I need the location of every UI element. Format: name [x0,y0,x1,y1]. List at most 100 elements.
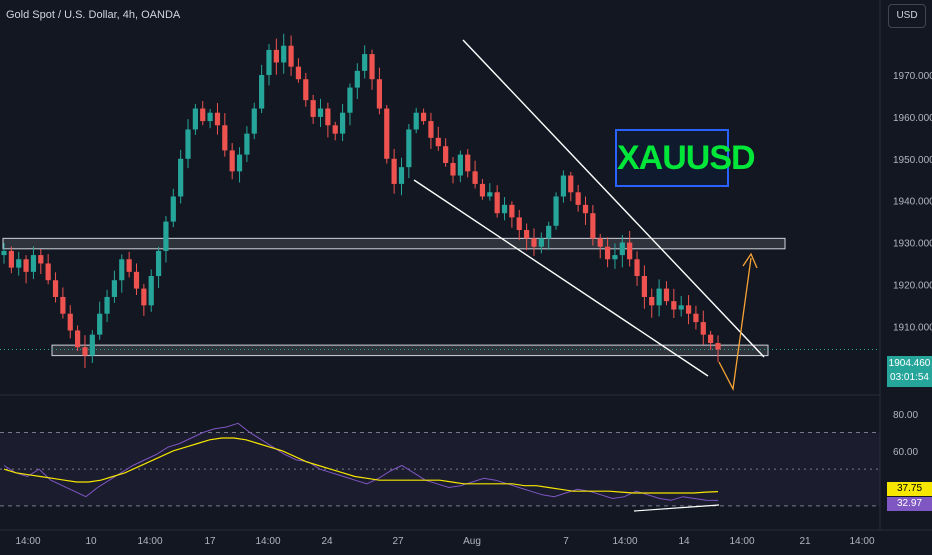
last-price-tag: 1904.460 03:01:54 [887,356,932,387]
candle-body [524,229,530,239]
price-tick-label: 1930.000 [893,239,932,250]
candle-body [52,280,59,297]
candle-body [715,343,721,350]
candle-body [236,154,243,172]
candle-body [266,49,272,76]
candle-body [641,276,647,297]
candle-body [398,167,405,184]
trendline-layer [413,39,765,392]
candle-body [494,192,500,214]
bar-countdown: 03:01:54 [890,372,929,383]
time-tick-label: 14:00 [729,536,754,547]
candle-body [178,158,184,197]
candle-body [325,108,331,126]
candle-body [685,305,692,314]
price-tick-label: 1950.000 [893,155,932,166]
candle-body [259,75,265,109]
chart-title: Gold Spot / U.S. Dollar, 4h, OANDA [6,9,181,21]
candle-body [428,121,434,138]
candle-body [214,112,221,126]
candle-body [229,150,235,172]
candles-layer [1,33,721,368]
channel-lower-line [413,179,709,377]
price-tick-label: 1970.000 [893,71,932,82]
candle-body [553,196,559,226]
candle-body [479,183,486,197]
candle-body [568,175,574,193]
candle-body [649,296,655,306]
candle-body [590,213,596,239]
price-tick-label: 1940.000 [893,197,932,208]
rsi-tick-label: 60.00 [893,447,918,458]
candle-body [347,87,353,113]
projection-arrow [718,257,752,392]
time-tick-label: Aug [463,536,481,547]
candle-body [119,259,125,281]
candle-body [23,259,29,272]
candle-body [420,112,427,122]
candle-body [8,250,14,268]
time-tick-label: 21 [799,536,811,547]
candle-body [354,70,360,88]
symbol-watermark: XAUUSD [615,129,756,187]
candle-body [597,238,603,247]
time-tick-label: 7 [563,536,569,547]
candle-body [148,276,154,306]
candle-body [1,250,7,256]
candle-body [604,246,611,260]
grid-layer [0,0,932,531]
candle-body [443,146,449,163]
candle-body [185,129,191,159]
candle-body [369,54,375,80]
currency-button[interactable]: USD [888,4,926,28]
candle-body [82,347,88,356]
candle-body [126,259,132,272]
candle-body [170,196,176,222]
support-zone [51,344,769,357]
channel-upper-line [462,39,765,358]
candle-body [465,154,471,172]
candle-body [612,255,618,260]
time-tick-label: 14:00 [255,536,280,547]
candle-body [104,296,110,314]
time-tick-label: 14:00 [15,536,40,547]
time-tick-label: 14 [678,536,690,547]
candle-body [531,238,537,247]
candle-body [546,225,552,239]
candle-body [450,162,456,176]
candle-body [384,108,390,159]
candle-body [133,271,140,289]
rsi-layer [0,422,880,512]
candle-body [582,204,589,214]
candle-body [708,334,714,344]
candle-body [111,280,118,297]
rsi-value-tag: 32.97 [887,497,932,511]
candle-body [200,108,206,122]
candle-body [575,192,581,205]
candle-body [619,242,625,256]
candle-body [155,250,162,277]
candle-body [97,313,103,335]
candle-body [67,313,73,331]
candle-body [45,263,51,281]
price-tick-label: 1960.000 [893,113,932,124]
candle-body [251,108,257,134]
candle-body [332,125,338,134]
candle-body [192,108,198,130]
rsi-tick-label: 80.00 [893,410,918,421]
zone-layer [0,237,880,357]
candle-body [516,217,522,230]
time-tick-label: 24 [321,536,333,547]
candle-body [634,259,640,277]
projection-arrowhead [742,252,758,269]
candle-body [700,322,706,335]
candle-body [163,221,169,251]
time-tick-label: 14:00 [849,536,874,547]
candle-body [656,288,662,306]
time-tick-label: 14:00 [612,536,637,547]
candle-body [487,192,493,197]
time-tick-label: 10 [85,536,97,547]
candle-body [509,204,515,218]
